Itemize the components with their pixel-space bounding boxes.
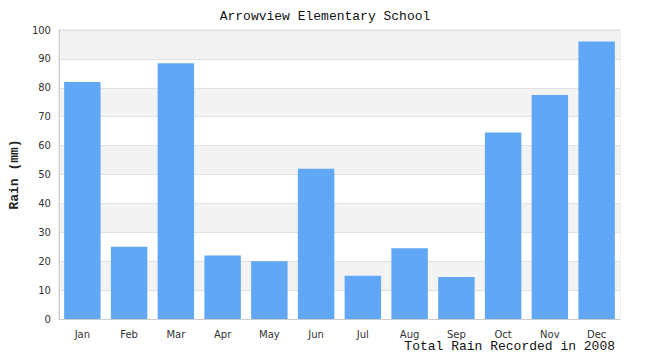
svg-text:Jun: Jun: [307, 329, 324, 340]
svg-text:Rain (mm): Rain (mm): [7, 139, 22, 209]
svg-text:Sep: Sep: [447, 329, 466, 340]
svg-text:Apr: Apr: [214, 329, 232, 340]
svg-text:May: May: [259, 329, 280, 340]
svg-text:0: 0: [45, 314, 51, 325]
svg-text:70: 70: [38, 111, 51, 122]
svg-text:40: 40: [38, 198, 51, 209]
svg-text:Mar: Mar: [166, 329, 186, 340]
svg-text:80: 80: [38, 82, 51, 93]
svg-text:10: 10: [38, 285, 51, 296]
svg-text:90: 90: [38, 53, 51, 64]
svg-text:Jul: Jul: [356, 329, 369, 340]
svg-text:Oct: Oct: [494, 329, 511, 340]
svg-text:20: 20: [38, 256, 51, 267]
svg-text:Jan: Jan: [74, 329, 90, 340]
svg-text:Total Rain Recorded in 2008: Total Rain Recorded in 2008: [404, 339, 615, 354]
svg-text:Aug: Aug: [400, 329, 420, 340]
svg-text:100: 100: [32, 25, 51, 36]
svg-text:60: 60: [38, 140, 51, 151]
svg-text:Nov: Nov: [540, 329, 560, 340]
svg-text:Arrowview Elementary School: Arrowview Elementary School: [220, 9, 431, 24]
svg-text:Feb: Feb: [120, 329, 138, 340]
svg-text:Dec: Dec: [587, 329, 606, 340]
svg-text:50: 50: [38, 169, 51, 180]
svg-text:30: 30: [38, 227, 51, 238]
